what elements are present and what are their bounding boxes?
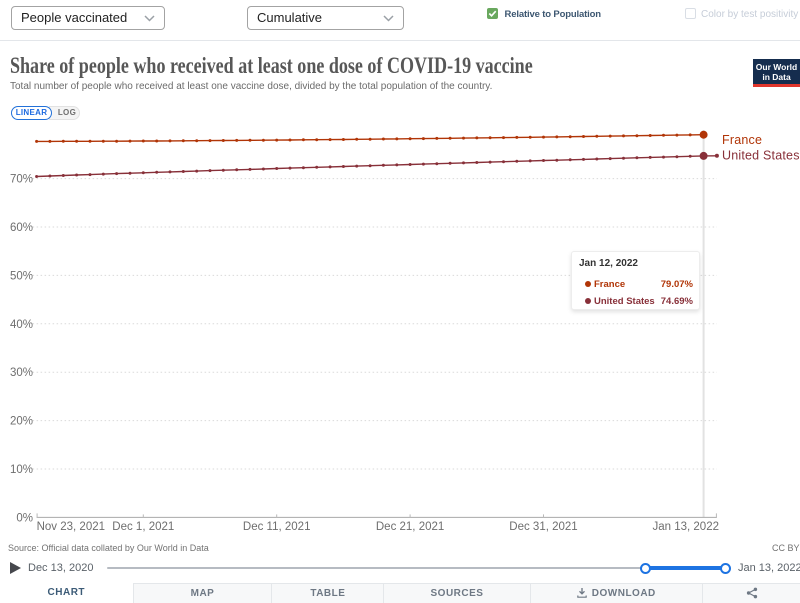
svg-text:30%: 30%	[10, 367, 33, 379]
svg-text:Dec 1, 2021: Dec 1, 2021	[112, 521, 174, 533]
svg-text:60%: 60%	[10, 222, 33, 234]
svg-text:Dec 11, 2021: Dec 11, 2021	[243, 521, 311, 533]
svg-text:0%: 0%	[16, 512, 33, 524]
svg-text:70%: 70%	[10, 174, 33, 186]
svg-text:Dec 31, 2021: Dec 31, 2021	[509, 521, 577, 533]
svg-text:Dec 21, 2021: Dec 21, 2021	[376, 521, 444, 533]
svg-text:20%: 20%	[10, 416, 33, 428]
svg-text:50%: 50%	[10, 270, 33, 282]
svg-text:Nov 23, 2021: Nov 23, 2021	[37, 521, 105, 533]
svg-text:10%: 10%	[10, 464, 33, 476]
svg-text:40%: 40%	[10, 319, 33, 331]
svg-text:Jan 13, 2022: Jan 13, 2022	[652, 521, 719, 533]
svg-text:France: France	[722, 133, 762, 147]
svg-text:United States: United States	[722, 149, 800, 163]
